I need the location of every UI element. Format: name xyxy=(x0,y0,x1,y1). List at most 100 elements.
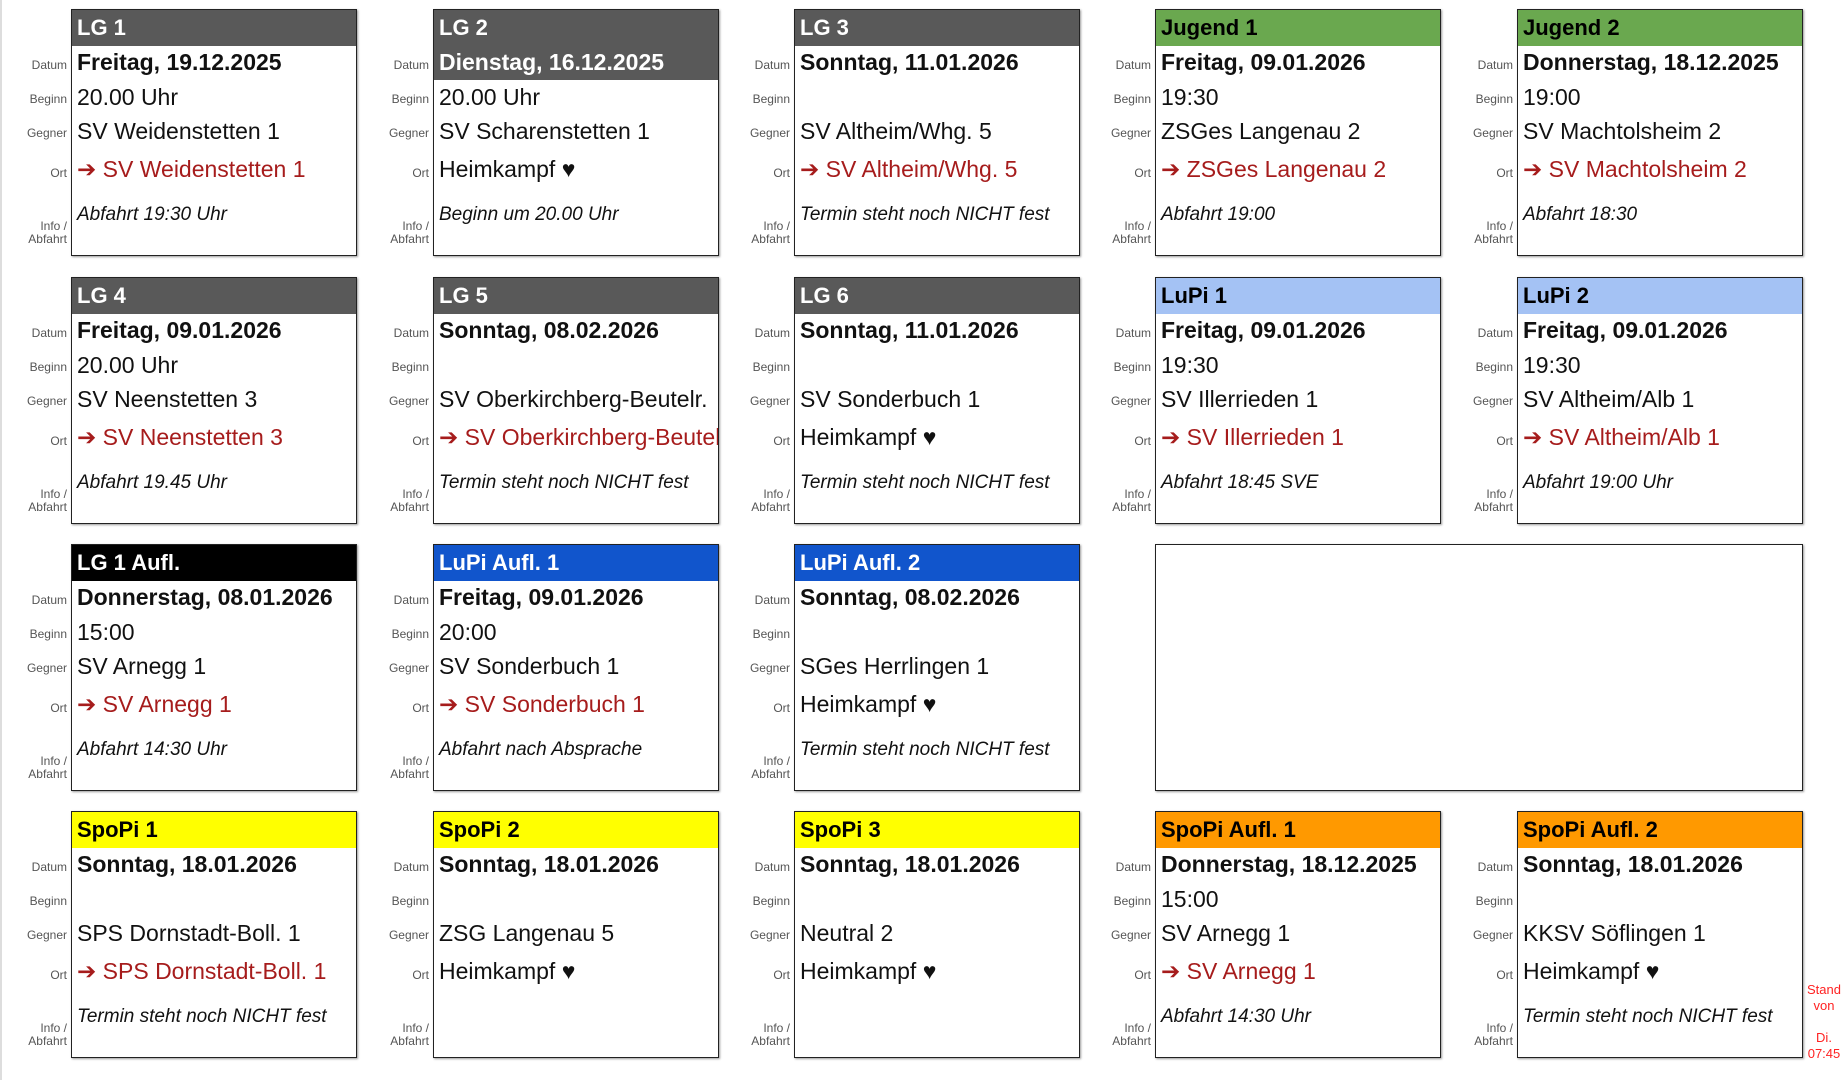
venue: Heimkampf ♥ xyxy=(439,156,576,182)
label-gegner-text: Gegner xyxy=(749,928,790,942)
label-ort: Ort xyxy=(1443,435,1513,448)
label-info: Info / Abfahrt xyxy=(0,220,67,246)
match-date: Sonntag, 11.01.2026 xyxy=(800,317,1019,343)
label-info: Info / Abfahrt xyxy=(359,220,429,246)
card-box: LuPi Aufl. 1 Freitag, 09.01.2026 20:00 S… xyxy=(433,544,719,791)
label-beginn-text: Beginn xyxy=(391,627,429,641)
label-info-2: Abfahrt xyxy=(28,232,67,246)
team-name: LG 3 xyxy=(795,10,1079,46)
label-ort: Ort xyxy=(1443,969,1513,982)
label-info-1: Info / xyxy=(763,219,790,233)
label-beginn-text: Beginn xyxy=(752,92,790,106)
team-name: Jugend 2 xyxy=(1518,10,1802,46)
label-gegner-text: Gegner xyxy=(1472,394,1513,408)
label-datum: Datum xyxy=(720,59,790,72)
label-ort: Ort xyxy=(1081,435,1151,448)
venue: Heimkampf ♥ xyxy=(1523,958,1660,984)
label-info: Info / Abfahrt xyxy=(1081,488,1151,514)
stand-von: von xyxy=(1813,998,1835,1013)
match-date: Donnerstag, 18.12.2025 xyxy=(1161,851,1417,877)
label-gegner: Gegner xyxy=(359,127,429,140)
label-ort-text: Ort xyxy=(50,166,67,180)
label-gegner: Gegner xyxy=(720,662,790,675)
label-beginn-text: Beginn xyxy=(391,360,429,374)
label-datum-text: Datum xyxy=(1115,860,1151,874)
team-name: LuPi 2 xyxy=(1518,278,1802,314)
label-datum: Datum xyxy=(1081,861,1151,874)
label-datum: Datum xyxy=(359,594,429,607)
label-datum: Datum xyxy=(720,861,790,874)
label-beginn-text: Beginn xyxy=(752,894,790,908)
label-gegner-text: Gegner xyxy=(388,928,429,942)
info: Termin steht noch NICHT fest xyxy=(800,472,1050,493)
label-ort-text: Ort xyxy=(412,434,429,448)
match-date: Freitag, 09.01.2026 xyxy=(77,317,282,343)
match-time: 19:00 xyxy=(1523,84,1581,110)
label-datum-text: Datum xyxy=(754,593,790,607)
team-name: LuPi Aufl. 2 xyxy=(795,545,1079,581)
label-datum: Datum xyxy=(1443,327,1513,340)
label-info-2: Abfahrt xyxy=(28,500,67,514)
card-box: SpoPi 1 Sonntag, 18.01.2026 SPS Dornstad… xyxy=(71,811,357,1058)
label-datum: Datum xyxy=(0,327,67,340)
card-box: Jugend 2 Donnerstag, 18.12.2025 19:00 SV… xyxy=(1517,9,1803,256)
label-ort-text: Ort xyxy=(773,434,790,448)
venue: ➔ SV Altheim/Alb 1 xyxy=(1523,424,1720,450)
team-card: Datum Beginn Gegner Ort Info / Abfahrt SpoPi … xyxy=(1473,811,1803,1058)
label-beginn-text: Beginn xyxy=(752,627,790,641)
team-card: Datum Beginn Gegner Ort Info / Abfahrt LG 5 S… xyxy=(389,277,719,524)
label-info-2: Abfahrt xyxy=(751,232,790,246)
label-gegner: Gegner xyxy=(359,662,429,675)
team-card: Datum Beginn Gegner Ort Info / Abfahrt LG 2 D… xyxy=(389,9,719,256)
label-beginn: Beginn xyxy=(359,628,429,641)
venue: ➔ SV Altheim/Whg. 5 xyxy=(800,156,1018,182)
venue: Heimkampf ♥ xyxy=(439,958,576,984)
label-beginn-text: Beginn xyxy=(1113,92,1151,106)
label-datum: Datum xyxy=(0,861,67,874)
match-date: Freitag, 09.01.2026 xyxy=(1161,317,1366,343)
match-date: Freitag, 09.01.2026 xyxy=(1523,317,1728,343)
label-info-1: Info / xyxy=(40,487,67,501)
label-gegner-text: Gegner xyxy=(1472,928,1513,942)
label-beginn-text: Beginn xyxy=(29,92,67,106)
label-datum-text: Datum xyxy=(393,326,429,340)
match-time: 20.00 Uhr xyxy=(77,352,179,378)
info: Termin steht noch NICHT fest xyxy=(77,1006,327,1027)
stand-day: Di. xyxy=(1816,1030,1832,1045)
label-beginn: Beginn xyxy=(720,628,790,641)
label-info-2: Abfahrt xyxy=(390,1034,429,1048)
label-datum-text: Datum xyxy=(1477,326,1513,340)
label-info-2: Abfahrt xyxy=(28,767,67,781)
label-ort: Ort xyxy=(1443,167,1513,180)
label-gegner: Gegner xyxy=(720,395,790,408)
label-beginn: Beginn xyxy=(0,895,67,908)
label-info: Info / Abfahrt xyxy=(1443,488,1513,514)
label-datum-text: Datum xyxy=(31,58,67,72)
label-ort: Ort xyxy=(1081,969,1151,982)
label-ort-text: Ort xyxy=(773,166,790,180)
stand-label: Stand xyxy=(1807,982,1841,997)
label-beginn: Beginn xyxy=(1081,895,1151,908)
last-updated: Stand von Di. 07:45 xyxy=(1804,982,1843,1062)
label-gegner-text: Gegner xyxy=(1472,126,1513,140)
venue: ➔ SV Arnegg 1 xyxy=(77,691,232,717)
label-ort: Ort xyxy=(1081,167,1151,180)
label-datum-text: Datum xyxy=(1477,58,1513,72)
label-info-2: Abfahrt xyxy=(390,232,429,246)
info: Beginn um 20.00 Uhr xyxy=(439,204,619,225)
team-card: Datum Beginn Gegner Ort Info / Abfahrt LG 3 S… xyxy=(750,9,1080,256)
label-gegner-text: Gegner xyxy=(1110,394,1151,408)
team-card: Datum Beginn Gegner Ort Info / Abfahrt LG 4 F… xyxy=(27,277,357,524)
team-name: LG 4 xyxy=(72,278,356,314)
label-info-2: Abfahrt xyxy=(1112,1034,1151,1048)
label-gegner-text: Gegner xyxy=(26,661,67,675)
label-info-1: Info / xyxy=(40,1021,67,1035)
label-gegner-text: Gegner xyxy=(388,394,429,408)
label-info: Info / Abfahrt xyxy=(359,1022,429,1048)
label-datum: Datum xyxy=(720,594,790,607)
label-info-1: Info / xyxy=(1124,487,1151,501)
label-info: Info / Abfahrt xyxy=(1081,1022,1151,1048)
label-datum-text: Datum xyxy=(393,593,429,607)
info: Abfahrt 18:30 xyxy=(1523,204,1638,225)
label-beginn: Beginn xyxy=(359,895,429,908)
